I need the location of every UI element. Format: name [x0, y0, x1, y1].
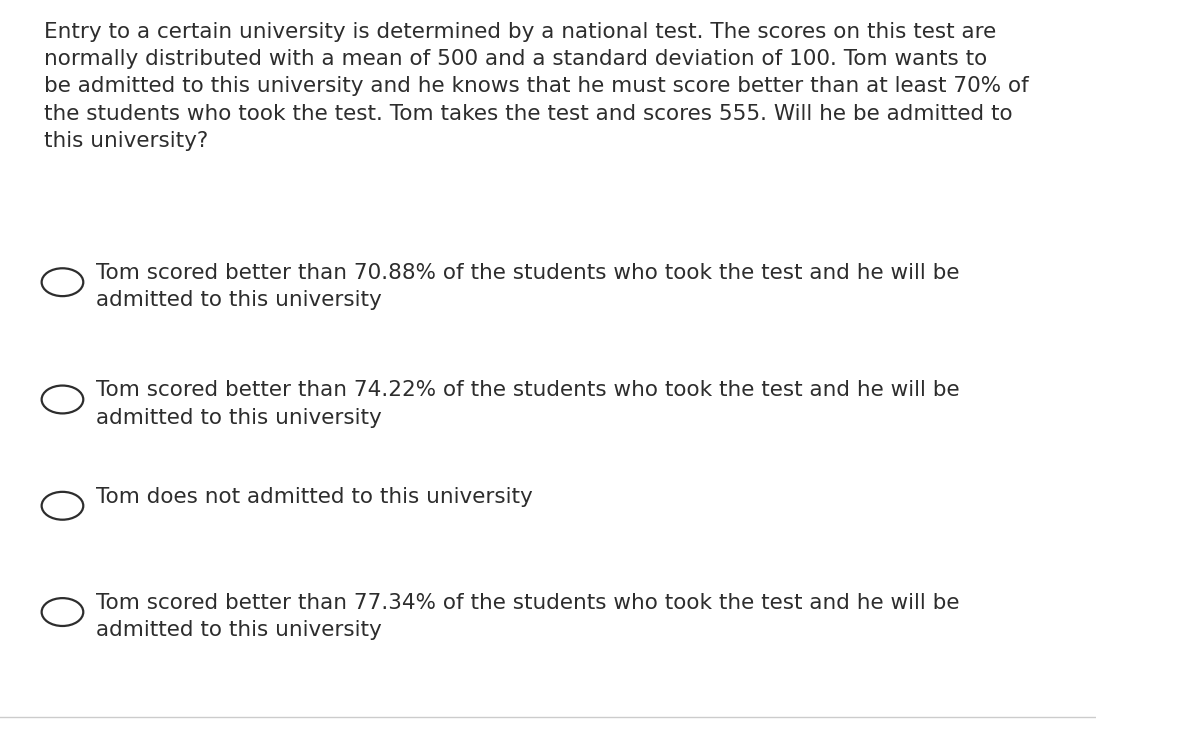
Text: Tom scored better than 70.88% of the students who took the test and he will be
a: Tom scored better than 70.88% of the stu… — [97, 263, 960, 310]
Circle shape — [42, 598, 84, 626]
Circle shape — [42, 268, 84, 296]
Text: Tom scored better than 77.34% of the students who took the test and he will be
a: Tom scored better than 77.34% of the stu… — [97, 593, 960, 640]
Text: Entry to a certain university is determined by a national test. The scores on th: Entry to a certain university is determi… — [44, 22, 1028, 151]
Circle shape — [42, 386, 84, 413]
Text: Tom does not admitted to this university: Tom does not admitted to this university — [97, 487, 533, 507]
Text: Tom scored better than 74.22% of the students who took the test and he will be
a: Tom scored better than 74.22% of the stu… — [97, 380, 960, 427]
Circle shape — [42, 492, 84, 520]
